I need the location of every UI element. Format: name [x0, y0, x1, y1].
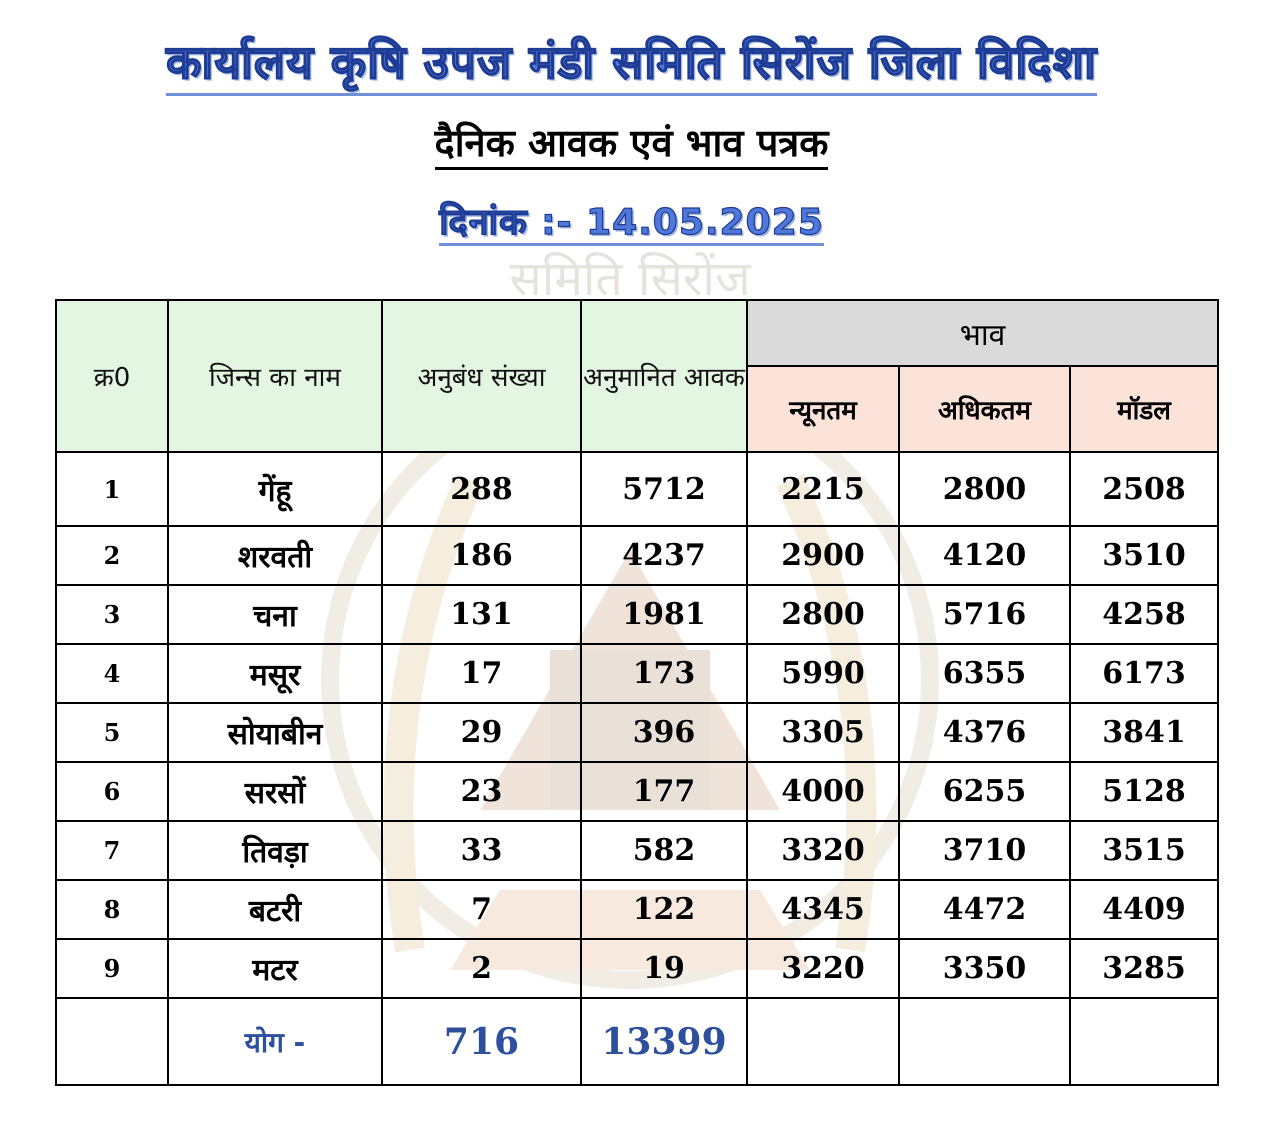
table-row: 7 तिवड़ा 33 582 3320 3710 3515: [55, 820, 1220, 881]
cell-commodity: गेंहू: [167, 451, 383, 527]
table-row: 5 सोयाबीन 29 396 3305 4376 3841: [55, 702, 1220, 763]
cell-contracts: 29: [381, 702, 582, 763]
office-title-text: कार्यालय कृषि उपज मंडी समिति सिरोंज जिला…: [165, 34, 1097, 96]
cell-min: 3220: [746, 938, 900, 999]
cell-arrival: 173: [580, 643, 748, 704]
cell-serial: 1: [55, 451, 169, 527]
cell-contracts: 33: [381, 820, 582, 881]
cell-min: 4000: [746, 761, 900, 822]
cell-contracts: 186: [381, 525, 582, 586]
cell-max: 6255: [898, 761, 1071, 822]
cell-commodity: सरसों: [167, 761, 383, 822]
cell-serial: 7: [55, 820, 169, 881]
cell-arrival: 4237: [580, 525, 748, 586]
report-date: दिनांक :- 14.05.2025: [0, 196, 1263, 246]
header-arrival: अनुमानित आवक: [580, 299, 748, 453]
cell-serial: 5: [55, 702, 169, 763]
cell-serial: 6: [55, 761, 169, 822]
header-row-2: न्यूनतम अधिकतम मॉडल: [56, 365, 1220, 453]
cell-min: 4345: [746, 879, 900, 940]
cell-commodity: मसूर: [167, 643, 383, 704]
cell-max: 3710: [898, 820, 1071, 881]
cell-serial: 4: [55, 643, 169, 704]
table-row: 1 गेंहू 288 5712 2215 2800 2508: [55, 451, 1220, 527]
header-max: अधिकतम: [898, 365, 1071, 453]
cell-contracts: 131: [381, 584, 582, 645]
cell-modal: 3515: [1068, 820, 1220, 881]
cell-max: 5716: [898, 584, 1071, 645]
cell-contracts: 2: [381, 938, 582, 999]
report-date-text: दिनांक :- 14.05.2025: [439, 201, 824, 246]
cell-modal: 3510: [1068, 525, 1220, 586]
cell-commodity: सोयाबीन: [167, 702, 383, 763]
total-contracts: 716: [381, 997, 582, 1086]
cell-commodity: बटरी: [167, 879, 383, 940]
arrival-rates-table: क्र0 जिन्स का नाम अनुबंध संख्या अनुमानित…: [55, 299, 1220, 1086]
cell-min: 3320: [746, 820, 900, 881]
office-title: कार्यालय कृषि उपज मंडी समिति सिरोंज जिला…: [0, 30, 1263, 96]
cell-arrival: 5712: [580, 451, 748, 527]
cell-modal: 5128: [1068, 761, 1220, 822]
cell-commodity: मटर: [167, 938, 383, 999]
total-serial-empty: [55, 997, 169, 1086]
cell-serial: 9: [55, 938, 169, 999]
cell-min: 3305: [746, 702, 900, 763]
total-min-empty: [746, 997, 900, 1086]
cell-contracts: 288: [381, 451, 582, 527]
cell-max: 4120: [898, 525, 1071, 586]
cell-contracts: 7: [381, 879, 582, 940]
table-row: 4 मसूर 17 173 5990 6355 6173: [55, 643, 1220, 704]
cell-serial: 2: [55, 525, 169, 586]
cell-commodity: शरवती: [167, 525, 383, 586]
header-serial: क्र0: [55, 299, 169, 453]
cell-max: 4376: [898, 702, 1071, 763]
cell-arrival: 582: [580, 820, 748, 881]
cell-max: 2800: [898, 451, 1071, 527]
report-title-text: दैनिक आवक एवं भाव पत्रक: [434, 121, 829, 170]
cell-serial: 8: [55, 879, 169, 940]
cell-modal: 3285: [1068, 938, 1220, 999]
table-row: 3 चना 131 1981 2800 5716 4258: [55, 584, 1220, 645]
cell-serial: 3: [55, 584, 169, 645]
table-row: 6 सरसों 23 177 4000 6255 5128: [55, 761, 1220, 822]
report-title: दैनिक आवक एवं भाव पत्रक: [0, 116, 1263, 170]
cell-modal: 6173: [1068, 643, 1220, 704]
cell-arrival: 122: [580, 879, 748, 940]
cell-arrival: 19: [580, 938, 748, 999]
header-commodity: जिन्स का नाम: [167, 299, 383, 453]
cell-arrival: 1981: [580, 584, 748, 645]
total-arrival: 13399: [580, 997, 748, 1086]
header-row-1: क्र0 जिन्स का नाम अनुबंध संख्या अनुमानित…: [55, 299, 1220, 453]
cell-commodity: तिवड़ा: [167, 820, 383, 881]
cell-modal: 4409: [1068, 879, 1220, 940]
cell-modal: 3841: [1068, 702, 1220, 763]
table-row: 2 शरवती 186 4237 2900 4120 3510: [55, 525, 1220, 586]
cell-modal: 4258: [1068, 584, 1220, 645]
total-label: योग -: [167, 997, 383, 1086]
header-rate-group: भाव: [745, 299, 1220, 367]
cell-modal: 2508: [1068, 451, 1220, 527]
table-row: 9 मटर 2 19 3220 3350 3285: [55, 938, 1220, 999]
total-modal-empty: [1068, 997, 1220, 1086]
cell-max: 4472: [898, 879, 1071, 940]
cell-contracts: 17: [381, 643, 582, 704]
cell-min: 5990: [746, 643, 900, 704]
cell-max: 3350: [898, 938, 1071, 999]
cell-contracts: 23: [381, 761, 582, 822]
cell-max: 6355: [898, 643, 1071, 704]
header-min: न्यूनतम: [746, 365, 900, 453]
table-row: 8 बटरी 7 122 4345 4472 4409: [55, 879, 1220, 940]
cell-min: 2800: [746, 584, 900, 645]
total-row: योग - 716 13399: [55, 997, 1220, 1086]
header-modal: मॉडल: [1068, 365, 1220, 453]
cell-min: 2215: [746, 451, 900, 527]
total-max-empty: [898, 997, 1071, 1086]
cell-arrival: 177: [580, 761, 748, 822]
cell-commodity: चना: [167, 584, 383, 645]
cell-arrival: 396: [580, 702, 748, 763]
cell-min: 2900: [746, 525, 900, 586]
header-contracts: अनुबंध संख्या: [381, 299, 582, 453]
